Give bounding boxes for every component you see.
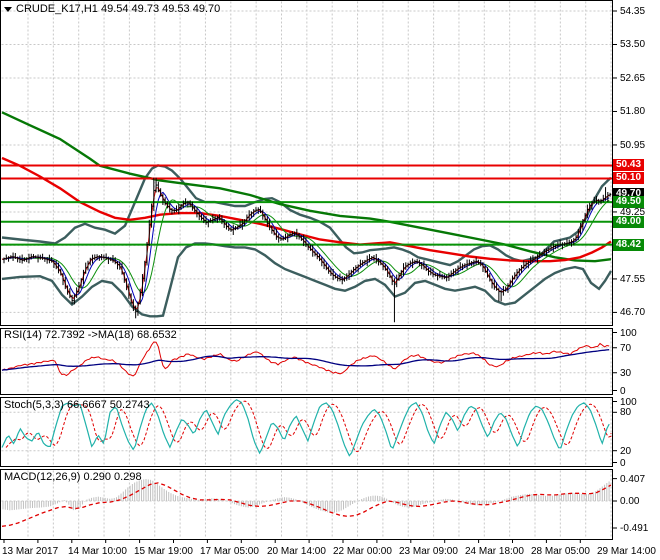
axes [3, 10, 617, 543]
macd-panel[interactable] [0, 469, 613, 540]
price-axis-label: 52.65 [620, 72, 646, 84]
price-axis-label: 54.35 [620, 6, 646, 17]
chart-title-bar[interactable]: CRUDE_K17,H1 49.54 49.73 49.53 49.70 [4, 3, 220, 15]
time-axis-label: 14 Mar 10:00 [68, 546, 127, 557]
time-axis-label: 28 Mar 05:00 [531, 546, 590, 557]
rsi-axis-label: 100 [620, 327, 637, 339]
time-axis-label: 22 Mar 00:00 [333, 546, 392, 557]
price-axis-label: 46.70 [620, 307, 646, 319]
time-axis-label: 20 Mar 14:00 [267, 546, 326, 557]
stoch-axis-label: 100 [620, 396, 637, 408]
macd-axis-label: 0.00 [620, 496, 640, 507]
price-badge-50.43: 50.43 [613, 159, 645, 172]
rsi-label: RSI(14) 72.7392 ->MA(18) 68.6532 [4, 329, 177, 341]
price-axis-label: 51.80 [620, 106, 646, 118]
stoch-axis-label: 0 [620, 457, 626, 469]
macd-axis-label: 0.407 [620, 473, 646, 485]
stoch-axis-label: 20 [620, 445, 632, 457]
price-axis[interactable]: 54.35 53.50 52.65 51.80 50.95 49.25 47.55 46.70… [613, 0, 660, 540]
time-axis-label: 15 Mar 19:00 [134, 546, 193, 557]
stoch-axis-label: 80 [620, 407, 632, 419]
price-badge-49.50: 49.50 [613, 196, 645, 209]
price-badge-50.10: 50.10 [613, 172, 645, 185]
stoch-panel[interactable] [0, 397, 613, 467]
price-badge-49.00: 49.00 [613, 215, 645, 228]
time-axis-label: 23 Mar 09:00 [399, 546, 458, 557]
chart-title: CRUDE_K17,H1 49.54 49.73 49.53 49.70 [16, 3, 221, 15]
symbol-dropdown-icon[interactable] [4, 6, 12, 12]
rsi-axis-label: 0 [620, 385, 626, 397]
macd-axis-label: -0.491 [620, 523, 649, 534]
rsi-panel[interactable] [0, 328, 613, 395]
rsi-axis-label: 70 [620, 342, 632, 354]
time-axis-label: 29 Mar 14:00 [597, 546, 656, 557]
price-axis-label: 47.55 [620, 273, 646, 285]
price-axis-label: 53.50 [620, 39, 646, 51]
time-axis-label: 24 Mar 18:00 [465, 546, 524, 557]
price-axis-label: 49.25 [620, 206, 646, 218]
price-chart-panel[interactable] [0, 0, 613, 326]
time-axis-label: 17 Mar 05:00 [200, 546, 259, 557]
macd-label: MACD(12,26,9) 0.290 0.298 [4, 471, 142, 483]
time-axis-label: 13 Mar 2017 [2, 546, 59, 557]
price-badge-48.42: 48.42 [613, 238, 645, 251]
price-axis-label: 50.95 [620, 139, 646, 151]
stoch-label: Stoch(5,3,3) 66.6667 50.2743 [4, 399, 150, 411]
time-axis[interactable]: 13 Mar 2017 14 Mar 10:00 15 Mar 19:00 17 Ma… [0, 540, 660, 560]
rsi-axis-label: 30 [620, 367, 632, 379]
